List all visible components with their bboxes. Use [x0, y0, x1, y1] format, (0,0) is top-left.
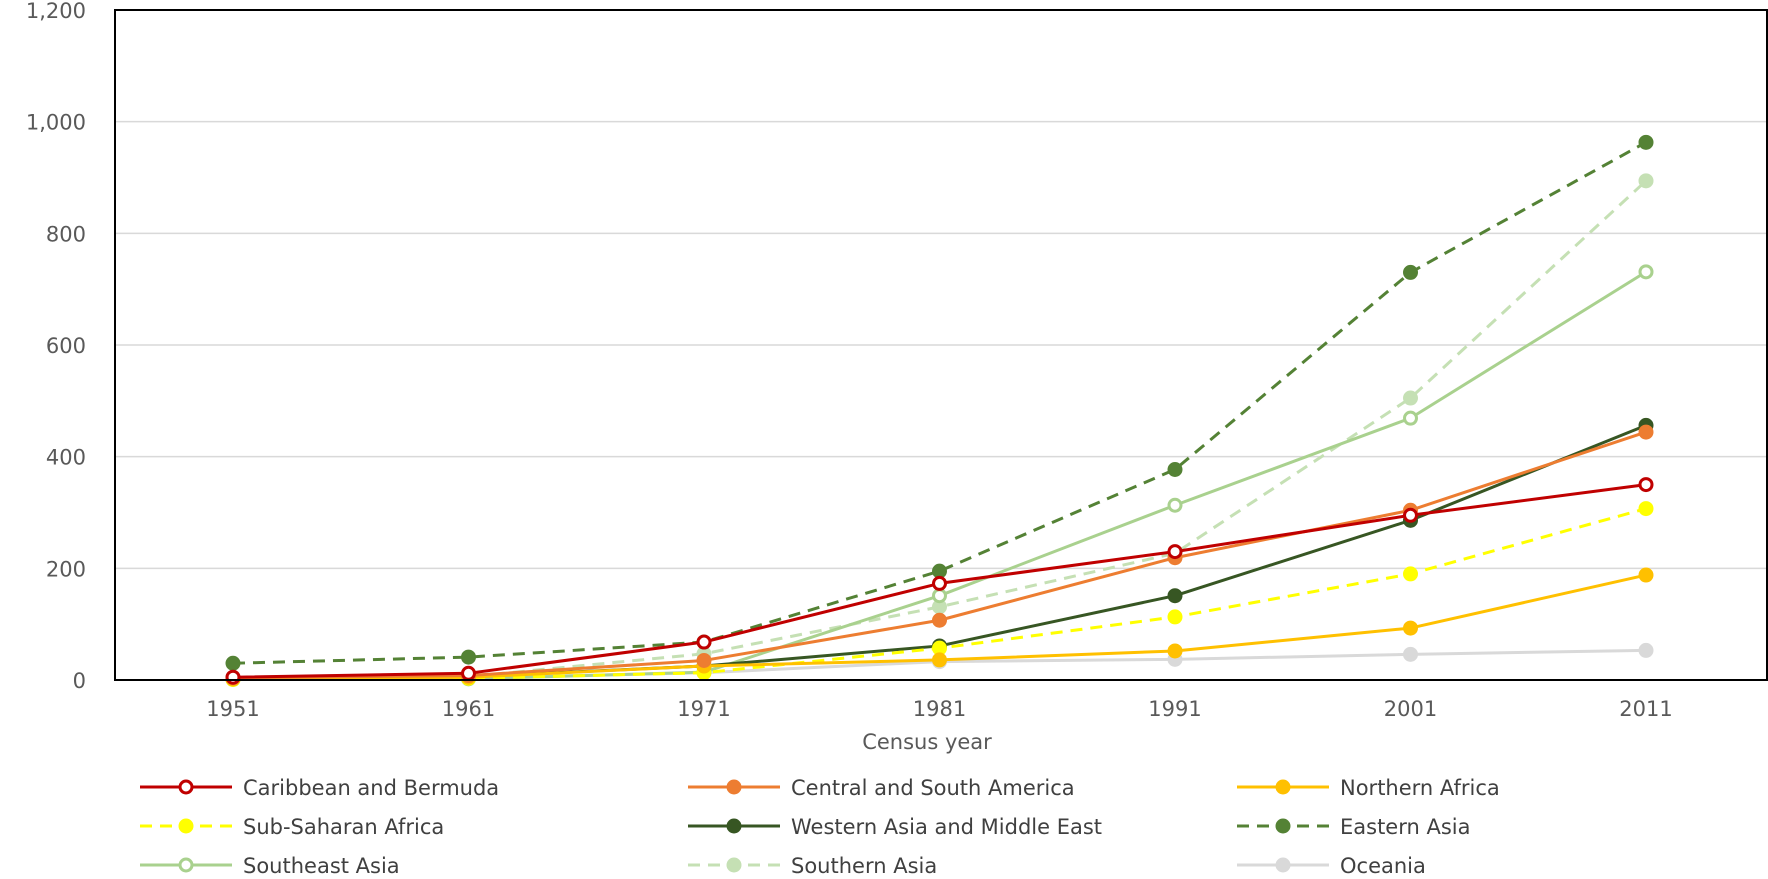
gridlines — [115, 120, 1767, 570]
legend-label: Sub-Saharan Africa — [243, 815, 444, 839]
data-point — [1167, 462, 1183, 478]
x-axis-title: Census year — [862, 730, 992, 754]
legend-item-eastern-asia: Eastern Asia — [1237, 815, 1471, 839]
x-tick-label: 1951 — [206, 697, 259, 721]
data-point — [1638, 642, 1654, 658]
data-point — [1403, 410, 1418, 426]
legend-item-oceania: Oceania — [1237, 854, 1426, 878]
x-tick-label: 1971 — [677, 697, 730, 721]
y-tick-label: 800 — [46, 222, 86, 246]
data-point — [1403, 390, 1418, 406]
data-point — [1167, 643, 1183, 659]
data-point — [1638, 501, 1654, 517]
data-point — [932, 612, 947, 628]
legend-item-northern-africa: Northern Africa — [1237, 776, 1500, 800]
data-point — [1638, 424, 1654, 440]
x-tick-label: 2001 — [1384, 697, 1437, 721]
data-point — [1638, 173, 1654, 189]
data-point — [1403, 620, 1418, 636]
y-tick-label: 400 — [46, 446, 86, 470]
legend-label: Caribbean and Bermuda — [243, 776, 499, 800]
data-point — [1638, 567, 1654, 583]
data-point — [1167, 544, 1183, 560]
legend-label: Central and South America — [791, 776, 1075, 800]
legend-marker — [726, 818, 742, 834]
legend-item-southern-asia: Southern Asia — [688, 854, 937, 878]
legend-label: Northern Africa — [1340, 776, 1500, 800]
legend-marker — [1275, 818, 1291, 834]
data-point — [932, 588, 947, 604]
y-tick-label: 1,200 — [26, 0, 86, 23]
legend-item-caribbean-and-bermuda: Caribbean and Bermuda — [140, 776, 499, 800]
data-point — [1403, 566, 1418, 582]
legend-label: Eastern Asia — [1340, 815, 1471, 839]
y-axis-ticks: 0 200 400 600 800 1,000 1,200 — [26, 0, 86, 693]
x-tick-label: 1991 — [1148, 697, 1201, 721]
plot-area-border — [114, 9, 1768, 681]
legend-marker — [1275, 779, 1291, 795]
legend-label: Southeast Asia — [243, 854, 400, 878]
data-point — [1167, 588, 1183, 604]
data-point — [932, 575, 947, 591]
data-point — [696, 634, 712, 650]
legend-marker — [178, 857, 194, 873]
y-tick-label: 0 — [73, 669, 86, 693]
data-point — [1167, 497, 1183, 513]
series-southern-asia — [225, 173, 1654, 686]
legend-item-sub-saharan-africa: Sub-Saharan Africa — [140, 815, 444, 839]
legend-item-central-and-south-america: Central and South America — [688, 776, 1075, 800]
legend-label: Oceania — [1340, 854, 1426, 878]
legend-marker — [726, 857, 742, 873]
data-point — [1638, 477, 1654, 493]
legend-item-western-asia-and-middle-east: Western Asia and Middle East — [688, 815, 1102, 839]
y-tick-label: 1,000 — [26, 111, 86, 135]
data-point — [1403, 264, 1418, 280]
data-point — [461, 649, 476, 665]
legend-marker — [726, 779, 742, 795]
data-point — [1167, 609, 1183, 625]
data-point — [1403, 507, 1418, 523]
legend-marker — [1275, 857, 1291, 873]
legend-marker — [178, 818, 194, 834]
data-point — [932, 652, 947, 668]
legend: Caribbean and Bermuda Central and South A… — [140, 776, 1500, 878]
data-point — [461, 665, 476, 681]
data-point — [225, 669, 241, 685]
series-layer — [225, 134, 1654, 687]
x-axis-ticks: 1951 1961 1971 1981 1991 2001 2011 — [206, 697, 1672, 721]
x-tick-label: 1981 — [913, 697, 966, 721]
legend-marker — [178, 779, 194, 795]
legend-label: Southern Asia — [791, 854, 937, 878]
x-tick-label: 2011 — [1619, 697, 1672, 721]
legend-label: Western Asia and Middle East — [791, 815, 1102, 839]
legend-item-southeast-asia: Southeast Asia — [140, 854, 400, 878]
data-point — [1403, 646, 1418, 662]
data-point — [1638, 134, 1654, 150]
y-tick-label: 200 — [46, 557, 86, 581]
y-tick-label: 600 — [46, 334, 86, 358]
x-tick-label: 1961 — [442, 697, 495, 721]
data-point — [696, 652, 712, 668]
data-point — [1638, 264, 1654, 280]
data-point — [225, 655, 241, 671]
